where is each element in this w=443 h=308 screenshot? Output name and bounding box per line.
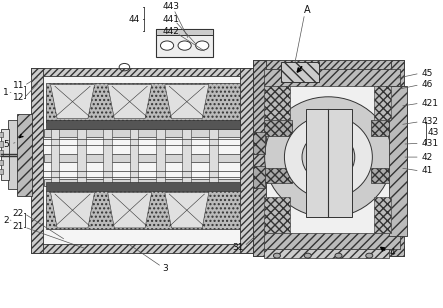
Bar [209,129,218,186]
Text: 45: 45 [422,69,433,78]
Text: 11: 11 [13,81,24,90]
Text: 443: 443 [163,2,180,11]
Bar [44,129,242,137]
Bar [103,129,112,186]
Bar [281,62,319,82]
Bar [0,160,3,165]
Bar [391,60,404,256]
Text: 431: 431 [422,139,439,148]
Bar [183,129,191,186]
Bar [46,120,240,129]
Bar [253,60,266,256]
Text: 442: 442 [163,27,180,36]
Bar [31,68,43,253]
Text: 2: 2 [3,216,8,225]
Circle shape [304,253,311,258]
Circle shape [178,41,191,50]
Text: 21: 21 [13,222,24,232]
Bar [0,169,3,174]
Bar [253,166,265,188]
Polygon shape [165,85,209,119]
Text: A: A [303,5,310,15]
Bar [130,129,139,186]
Bar [43,76,241,244]
Bar [264,86,290,120]
Bar [389,86,407,236]
Bar [17,114,32,196]
Bar [156,29,213,57]
Bar [31,68,253,76]
Text: 12: 12 [13,93,24,103]
Bar [253,60,404,69]
Circle shape [160,41,174,50]
Text: 42: 42 [422,152,433,162]
Bar [1,129,9,180]
Bar [0,150,3,156]
Circle shape [196,41,209,50]
Bar [0,141,3,147]
Bar [46,182,240,191]
Bar [51,129,59,186]
Bar [396,105,407,217]
Bar [264,233,400,249]
Bar [266,69,391,246]
Bar [123,70,126,73]
Text: 41: 41 [422,166,433,176]
Bar [253,132,265,154]
Bar [46,191,240,229]
Text: 432: 432 [422,117,439,126]
Ellipse shape [284,116,373,199]
Text: 5: 5 [3,140,8,149]
Text: 3: 3 [162,264,168,273]
Bar [373,86,391,120]
Text: 46: 46 [422,80,433,89]
Text: 44: 44 [128,14,140,24]
Bar [8,120,18,189]
Text: 43: 43 [427,128,439,137]
Text: 421: 421 [422,99,439,108]
Text: 4: 4 [390,248,396,257]
Polygon shape [51,85,94,119]
Polygon shape [108,192,152,228]
Ellipse shape [302,132,355,182]
Bar [264,249,389,258]
Text: 31: 31 [233,242,244,252]
Text: 22: 22 [13,209,24,218]
Text: 1: 1 [3,88,8,97]
Bar [306,109,352,217]
Text: 441: 441 [163,14,180,24]
Circle shape [273,253,280,258]
Polygon shape [165,192,209,228]
Circle shape [366,253,373,258]
Polygon shape [108,85,152,119]
Bar [264,120,292,136]
Bar [372,120,400,136]
Bar [373,197,391,233]
Bar [264,69,400,86]
Bar [44,179,242,186]
Bar [264,197,290,233]
Bar [31,244,253,253]
Bar [156,129,165,186]
Bar [77,129,86,186]
Bar [372,168,400,183]
Bar [156,29,213,35]
Circle shape [335,253,342,258]
Ellipse shape [264,97,392,217]
Bar [46,83,240,122]
Bar [241,68,253,253]
Polygon shape [51,192,94,228]
Bar [0,132,3,137]
Bar [44,154,242,162]
Bar [264,168,292,183]
Bar [253,246,404,256]
